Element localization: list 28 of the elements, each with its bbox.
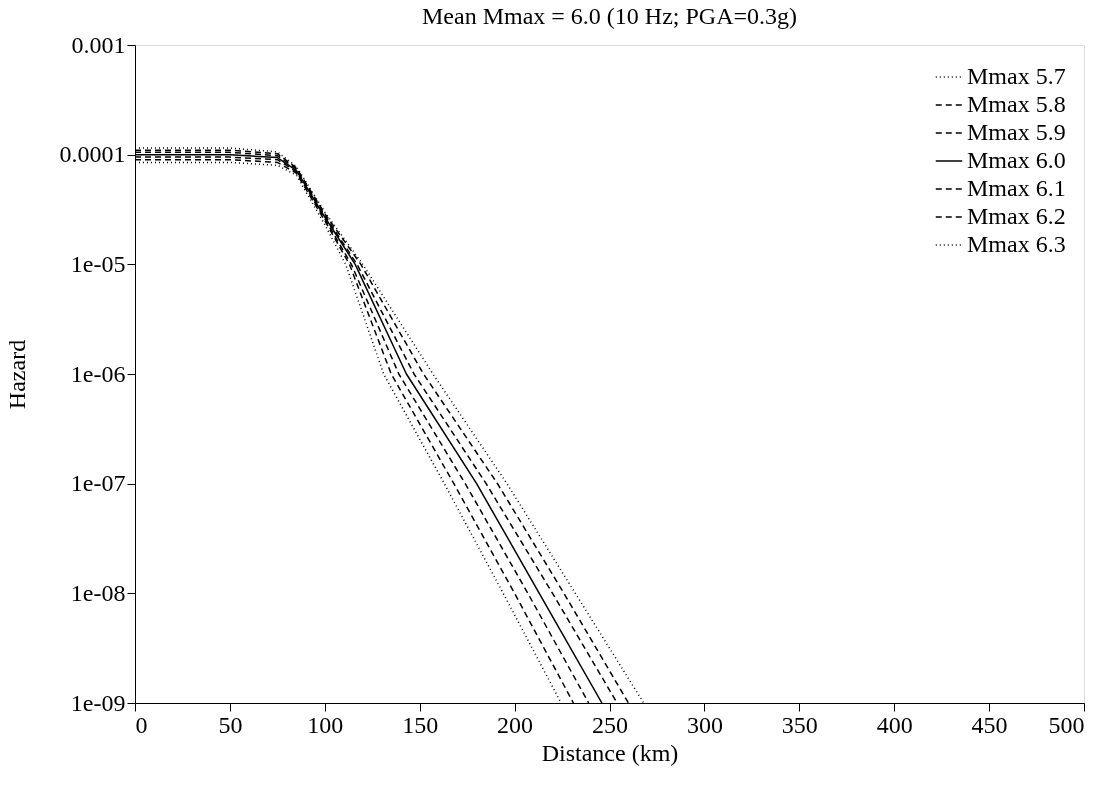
x-tick-label: 200	[497, 711, 534, 738]
x-tick-label: 300	[686, 711, 723, 738]
y-tick-label: 0.0001	[59, 141, 126, 168]
x-tick-label: 250	[592, 711, 628, 738]
y-tick-label: 1e-09	[70, 689, 126, 716]
legend-label: Mmax 6.0	[967, 147, 1066, 173]
legend-label: Mmax 5.7	[967, 63, 1066, 89]
y-tick-label: 0.001	[71, 31, 126, 58]
x-tick-label: 100	[307, 711, 344, 738]
x-tick-label: 450	[971, 711, 1008, 738]
x-tick-label: 150	[402, 711, 439, 738]
x-tick-label: 500	[1048, 711, 1085, 738]
chart-title: Mean Mmax = 6.0 (10 Hz; PGA=0.3g)	[421, 3, 798, 29]
y-tick-label: 1e-05	[70, 250, 126, 277]
legend-label: Mmax 6.1	[967, 175, 1066, 201]
y-tick-label: 1e-08	[70, 579, 126, 606]
y-tick-label: 1e-06	[70, 360, 126, 387]
legend-label: Mmax 6.2	[967, 203, 1066, 229]
y-tick-label: 1e-07	[70, 470, 126, 497]
legend-label: Mmax 5.9	[967, 119, 1066, 145]
x-tick-label: 0	[135, 711, 148, 738]
y-axis-title: Hazard	[3, 339, 30, 410]
legend-label: Mmax 5.8	[967, 91, 1066, 117]
legend-label: Mmax 6.3	[967, 231, 1066, 257]
x-tick-label: 350	[781, 711, 818, 738]
x-tick-label: 50	[218, 711, 243, 738]
x-tick-label: 400	[876, 711, 913, 738]
x-axis-title: Distance (km)	[541, 739, 679, 766]
